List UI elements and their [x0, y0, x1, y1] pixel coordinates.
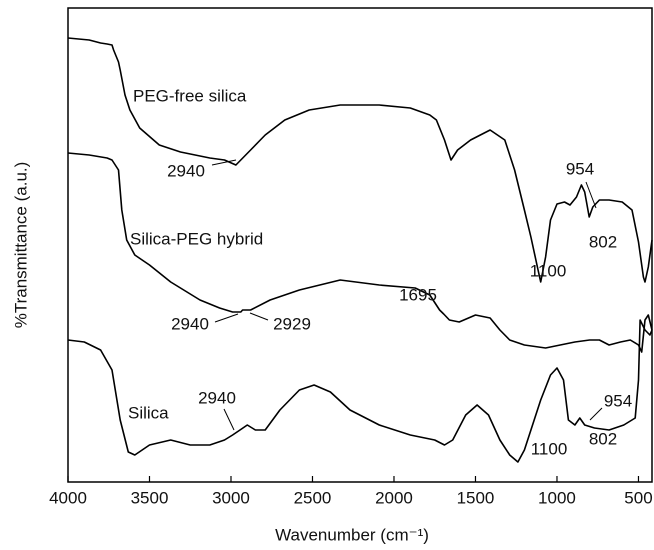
- peak-annotation: 802: [589, 232, 617, 251]
- peak-annotation: 2929: [273, 314, 311, 333]
- x-tick-label: 3500: [131, 488, 169, 507]
- x-tick-label: 2500: [294, 488, 332, 507]
- x-tick-label: 4000: [49, 488, 87, 507]
- peak-annotation: 2940: [167, 161, 205, 180]
- series-label: PEG-free silica: [133, 86, 247, 105]
- annotation-arrow: [249, 312, 269, 321]
- annotation-arrow: [223, 408, 235, 431]
- peak-annotation: 802: [589, 429, 617, 448]
- x-tick-label: 2000: [375, 488, 413, 507]
- peak-annotation: 1100: [531, 439, 568, 458]
- annotation-arrow: [214, 313, 239, 323]
- spectrum-line: [67, 319, 653, 463]
- annotation-arrow: [589, 407, 603, 421]
- series-label: Silica: [128, 403, 169, 422]
- annotation-arrow: [585, 181, 597, 209]
- x-tick-label: 500: [624, 488, 652, 507]
- x-axis-label: Wavenumber (cm⁻¹): [275, 525, 429, 544]
- series-label: Silica-PEG hybrid: [130, 229, 263, 248]
- spectrum-line: [67, 152, 653, 353]
- peak-annotation: 2940: [171, 314, 209, 333]
- peak-annotation: 1100: [530, 261, 567, 280]
- x-tick-label: 1500: [457, 488, 495, 507]
- peak-annotation: 954: [566, 159, 594, 178]
- spectrum-line: [67, 37, 653, 283]
- peak-annotation: 2940: [198, 388, 236, 407]
- peak-annotation: 954: [604, 391, 632, 410]
- y-axis-label: %Transmittance (a.u.): [11, 162, 30, 329]
- peak-annotation: 1695: [399, 285, 437, 304]
- x-tick-label: 1000: [538, 488, 576, 507]
- x-tick-label: 3000: [212, 488, 250, 507]
- annotation-arrow: [211, 159, 237, 166]
